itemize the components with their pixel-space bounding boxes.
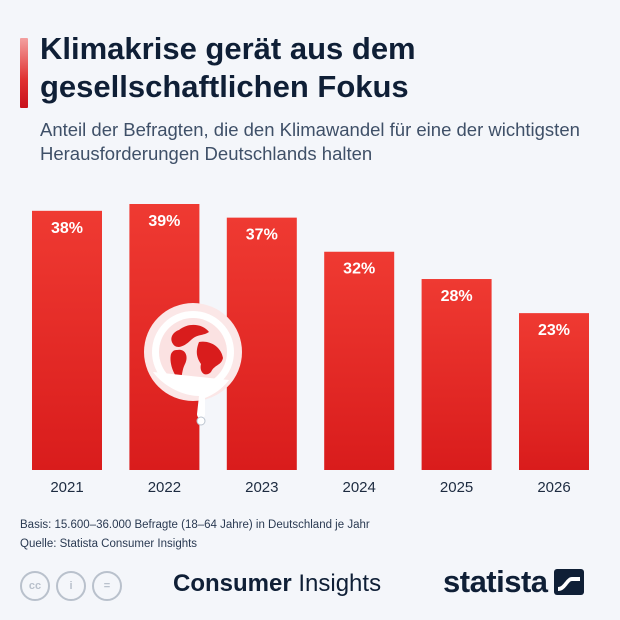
x-tick-2026: 2026 [537, 479, 570, 496]
melting-globe-icon [144, 303, 242, 426]
value-label-2026: 23% [538, 322, 570, 339]
value-label-2021: 38% [51, 220, 83, 237]
value-label-2025: 28% [441, 288, 473, 305]
labels-layer: 38% 2021 39% 2022 37% 2023 32% 2024 28% 2025 23% 20… [50, 213, 570, 496]
nd-icon[interactable]: = [92, 571, 122, 601]
value-label-2023: 37% [246, 227, 278, 244]
x-tick-2025: 2025 [440, 479, 473, 496]
x-tick-2024: 2024 [343, 479, 376, 496]
x-tick-2022: 2022 [148, 479, 181, 496]
title-accent-bar [20, 38, 28, 108]
value-label-2022: 39% [148, 213, 180, 230]
source-note: Quelle: Statista Consumer Insights [20, 538, 198, 550]
bar-2024 [324, 251, 395, 470]
bar-chart: 38% 2021 39% 2022 37% 2023 32% 2024 28% 2025 23% 20… [32, 204, 589, 496]
consumer-insights-brand: Consumer Insights [173, 570, 381, 598]
bar-2026 [519, 313, 589, 470]
statista-logo[interactable]: statista [443, 564, 584, 600]
brand-light: Insights [298, 570, 382, 597]
cc-icon[interactable]: cc [20, 571, 50, 601]
x-tick-2021: 2021 [50, 479, 83, 496]
value-label-2024: 32% [343, 261, 375, 278]
bars-layer [32, 204, 589, 471]
basis-note: Basis: 15.600–36.000 Befragte (18–64 Jah… [20, 519, 370, 531]
bar-2025 [421, 279, 492, 470]
bar-2021 [32, 210, 102, 471]
statista-wordmark: statista [443, 564, 548, 599]
chart-subtitle: Anteil der Befragten, die den Klimawande… [40, 119, 580, 164]
chart-title: Klimakrise gerät aus dem gesellschaftlic… [40, 31, 416, 104]
x-tick-2023: 2023 [245, 479, 278, 496]
by-icon[interactable]: i [56, 571, 86, 601]
brand-bold: Consumer [173, 570, 292, 597]
statista-logo-icon [553, 569, 584, 595]
license-icons: cc i = [20, 571, 122, 601]
